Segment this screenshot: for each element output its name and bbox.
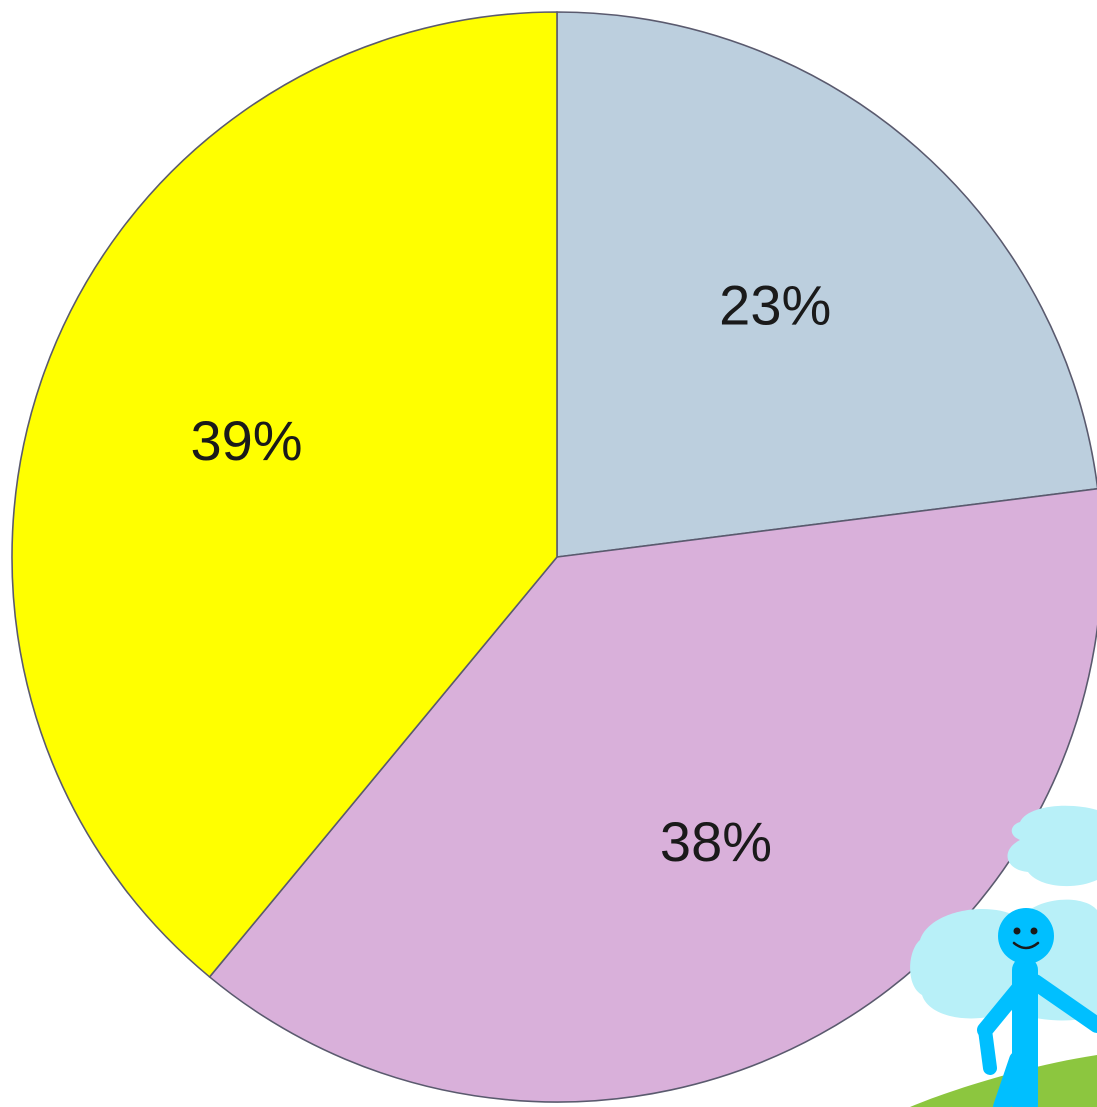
stick-figure-mascot-icon — [910, 805, 1097, 1107]
stick-figure-icon — [977, 908, 1097, 1107]
pie-slice — [11, 11, 558, 979]
pie-labels: 23% 38% 39% — [190, 273, 831, 873]
slice-label: 23% — [719, 273, 831, 336]
slice-label: 39% — [190, 409, 302, 472]
slice-label: 38% — [660, 810, 772, 873]
pie-slice — [208, 487, 1097, 1103]
cloud-icon — [1007, 805, 1097, 887]
pie-slices — [11, 11, 1097, 1103]
pie-slice — [556, 11, 1097, 558]
